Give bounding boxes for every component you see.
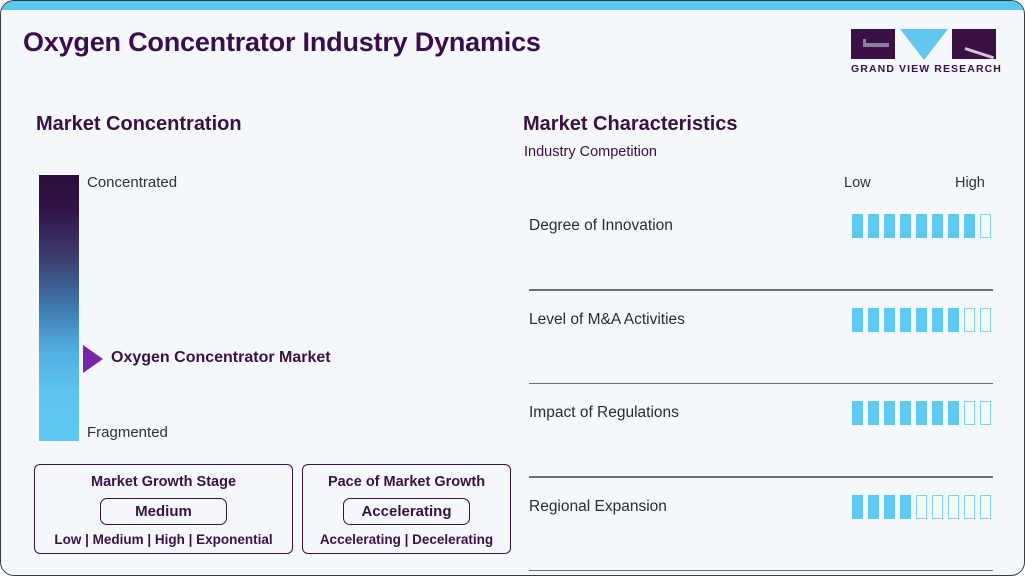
meter-segment-filled bbox=[884, 401, 895, 425]
characteristic-row-divider bbox=[529, 476, 993, 478]
market-characteristics-title: Market Characteristics bbox=[523, 113, 738, 135]
logo-wordmark: GRAND VIEW RESEARCH bbox=[851, 63, 1002, 75]
meter-segment-filled bbox=[884, 214, 895, 238]
concentration-top-label: Concentrated bbox=[87, 174, 178, 191]
market-growth-stage-scale: Low | Medium | High | Exponential bbox=[54, 531, 273, 547]
meter-segment-empty bbox=[980, 307, 991, 332]
characteristic-row-divider bbox=[529, 569, 993, 571]
logo-r-icon bbox=[952, 29, 996, 59]
market-characteristics-rows: Degree of Innovation Level of M&A Activit… bbox=[529, 197, 993, 571]
market-characteristics-subtitle: Industry Competition bbox=[524, 144, 657, 160]
pace-of-market-growth-title: Pace of Market Growth bbox=[327, 474, 486, 490]
meter-segment-empty bbox=[916, 494, 927, 519]
characteristic-row-content: Regional Expansion bbox=[529, 478, 993, 536]
meter-segment-filled bbox=[884, 494, 895, 519]
meter-segment-filled bbox=[852, 401, 863, 425]
meter-segment-filled bbox=[900, 214, 911, 238]
logo-g-notch-shape bbox=[863, 43, 889, 47]
characteristic-row-content: Level of M&A Activities bbox=[529, 291, 993, 349]
meter-segment-empty bbox=[980, 401, 991, 425]
pace-of-market-growth-box: Pace of Market Growth Accelerating Accel… bbox=[302, 464, 511, 554]
characteristic-label: Degree of Innovation bbox=[529, 217, 673, 234]
meter-segment-filled bbox=[884, 307, 895, 332]
characteristic-meter bbox=[852, 307, 993, 332]
meter-segment-filled bbox=[932, 214, 943, 238]
characteristic-row-content: Degree of Innovation bbox=[529, 197, 993, 255]
logo-marks bbox=[851, 29, 996, 60]
meter-segment-filled bbox=[964, 214, 975, 238]
characteristic-row: Regional Expansion bbox=[529, 478, 993, 571]
characteristic-row: Degree of Innovation bbox=[529, 197, 993, 291]
market-position-arrow-icon bbox=[83, 345, 103, 373]
meter-segment-filled bbox=[916, 401, 927, 425]
meter-segment-filled bbox=[900, 494, 911, 519]
meter-segment-filled bbox=[948, 401, 959, 425]
logo-g-notch-shape-2 bbox=[863, 39, 866, 47]
meter-segment-filled bbox=[852, 307, 863, 332]
characteristic-meter bbox=[852, 401, 993, 425]
meter-segment-empty bbox=[980, 494, 991, 519]
page-title: Oxygen Concentrator Industry Dynamics bbox=[23, 27, 541, 57]
market-growth-stage-value: Medium bbox=[100, 497, 227, 525]
meter-segment-filled bbox=[948, 214, 959, 238]
pace-of-market-growth-value: Accelerating bbox=[343, 497, 470, 525]
meter-segment-filled bbox=[868, 307, 879, 332]
characteristic-meter bbox=[852, 214, 993, 238]
characteristic-label: Regional Expansion bbox=[529, 497, 667, 515]
meter-segment-filled bbox=[852, 214, 863, 238]
meter-segment-filled bbox=[868, 494, 879, 519]
market-concentration-title: Market Concentration bbox=[36, 113, 242, 135]
meter-segment-filled bbox=[948, 307, 959, 332]
characteristic-meter bbox=[852, 494, 993, 519]
meter-segment-filled bbox=[900, 307, 911, 332]
meter-scale-high-label: High bbox=[955, 175, 985, 191]
meter-segment-filled bbox=[932, 401, 943, 425]
characteristic-label: Impact of Regulations bbox=[529, 404, 679, 421]
logo-v-triangle-icon bbox=[899, 29, 948, 60]
meter-segment-filled bbox=[900, 401, 911, 425]
logo-r-slash-shape bbox=[964, 47, 994, 59]
meter-segment-filled bbox=[916, 214, 927, 238]
logo-g-icon bbox=[851, 29, 895, 59]
meter-segment-empty bbox=[948, 494, 959, 519]
market-growth-stage-box: Market Growth Stage Medium Low | Medium … bbox=[34, 464, 293, 554]
characteristic-row-divider bbox=[529, 289, 993, 291]
meter-segment-filled bbox=[868, 214, 879, 238]
characteristic-row-content: Impact of Regulations bbox=[529, 384, 993, 442]
characteristic-label: Level of M&A Activities bbox=[529, 310, 685, 328]
meter-scale-low-label: Low bbox=[844, 175, 871, 191]
meter-segment-filled bbox=[932, 307, 943, 332]
meter-segment-empty bbox=[932, 494, 943, 519]
meter-segment-empty bbox=[964, 401, 975, 425]
meter-segment-empty bbox=[964, 307, 975, 332]
grand-view-research-logo: GRAND VIEW RESEARCH bbox=[851, 29, 1002, 75]
meter-segment-filled bbox=[916, 307, 927, 332]
concentration-gradient-bar bbox=[39, 175, 79, 441]
pace-of-market-growth-scale: Accelerating | Decelerating bbox=[319, 531, 494, 547]
top-accent-bar bbox=[1, 1, 1024, 10]
characteristic-row: Level of M&A Activities bbox=[529, 291, 993, 384]
market-growth-stage-title: Market Growth Stage bbox=[90, 474, 237, 490]
market-position-label: Oxygen Concentrator Market bbox=[111, 349, 331, 366]
meter-segment-filled bbox=[868, 401, 879, 425]
meter-segment-filled bbox=[852, 494, 863, 519]
characteristic-row-divider bbox=[529, 382, 993, 384]
characteristic-row: Impact of Regulations bbox=[529, 384, 993, 478]
concentration-bottom-label: Fragmented bbox=[87, 424, 168, 441]
meter-segment-empty bbox=[964, 494, 975, 519]
meter-segment-empty bbox=[980, 214, 991, 238]
logo-r-bar-shape bbox=[969, 41, 995, 45]
